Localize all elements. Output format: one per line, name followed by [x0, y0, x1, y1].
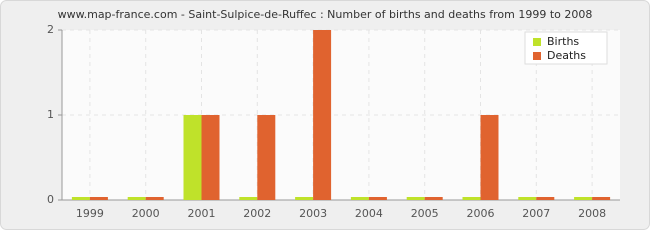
bar: [462, 197, 481, 200]
bar: [350, 197, 369, 200]
chart-title: www.map-france.com - Saint-Sulpice-de-Ru…: [58, 8, 593, 21]
bar: [257, 115, 276, 200]
legend-label: Births: [547, 35, 579, 48]
bar: [518, 197, 537, 200]
bar: [89, 197, 108, 200]
bar: [592, 197, 611, 200]
x-tick-label: 2000: [132, 207, 160, 220]
x-tick-label: 2005: [411, 207, 439, 220]
legend-label: Deaths: [547, 49, 586, 62]
x-tick-label: 1999: [76, 207, 104, 220]
bar: [574, 197, 593, 200]
x-tick-label: 2001: [188, 207, 216, 220]
legend-swatch: [533, 52, 541, 60]
bar: [145, 197, 164, 200]
chart: www.map-france.com - Saint-Sulpice-de-Ru…: [0, 0, 650, 230]
bar: [536, 197, 555, 200]
bar: [239, 197, 258, 200]
bar: [313, 30, 332, 200]
bar: [127, 197, 146, 200]
legend-swatch: [533, 38, 541, 46]
y-tick-label: 0: [47, 193, 54, 206]
x-tick-label: 2007: [522, 207, 550, 220]
y-tick-label: 1: [47, 108, 54, 121]
bar: [424, 197, 443, 200]
x-tick-label: 2003: [299, 207, 327, 220]
bar: [368, 197, 387, 200]
y-tick-label: 2: [47, 23, 54, 36]
bar: [201, 115, 220, 200]
bar: [71, 197, 90, 200]
x-tick-label: 2002: [243, 207, 271, 220]
bar: [295, 197, 314, 200]
x-tick-label: 2006: [467, 207, 495, 220]
x-tick-label: 2008: [578, 207, 606, 220]
bar: [406, 197, 425, 200]
bar: [480, 115, 499, 200]
bar: [183, 115, 202, 200]
x-tick-label: 2004: [355, 207, 383, 220]
